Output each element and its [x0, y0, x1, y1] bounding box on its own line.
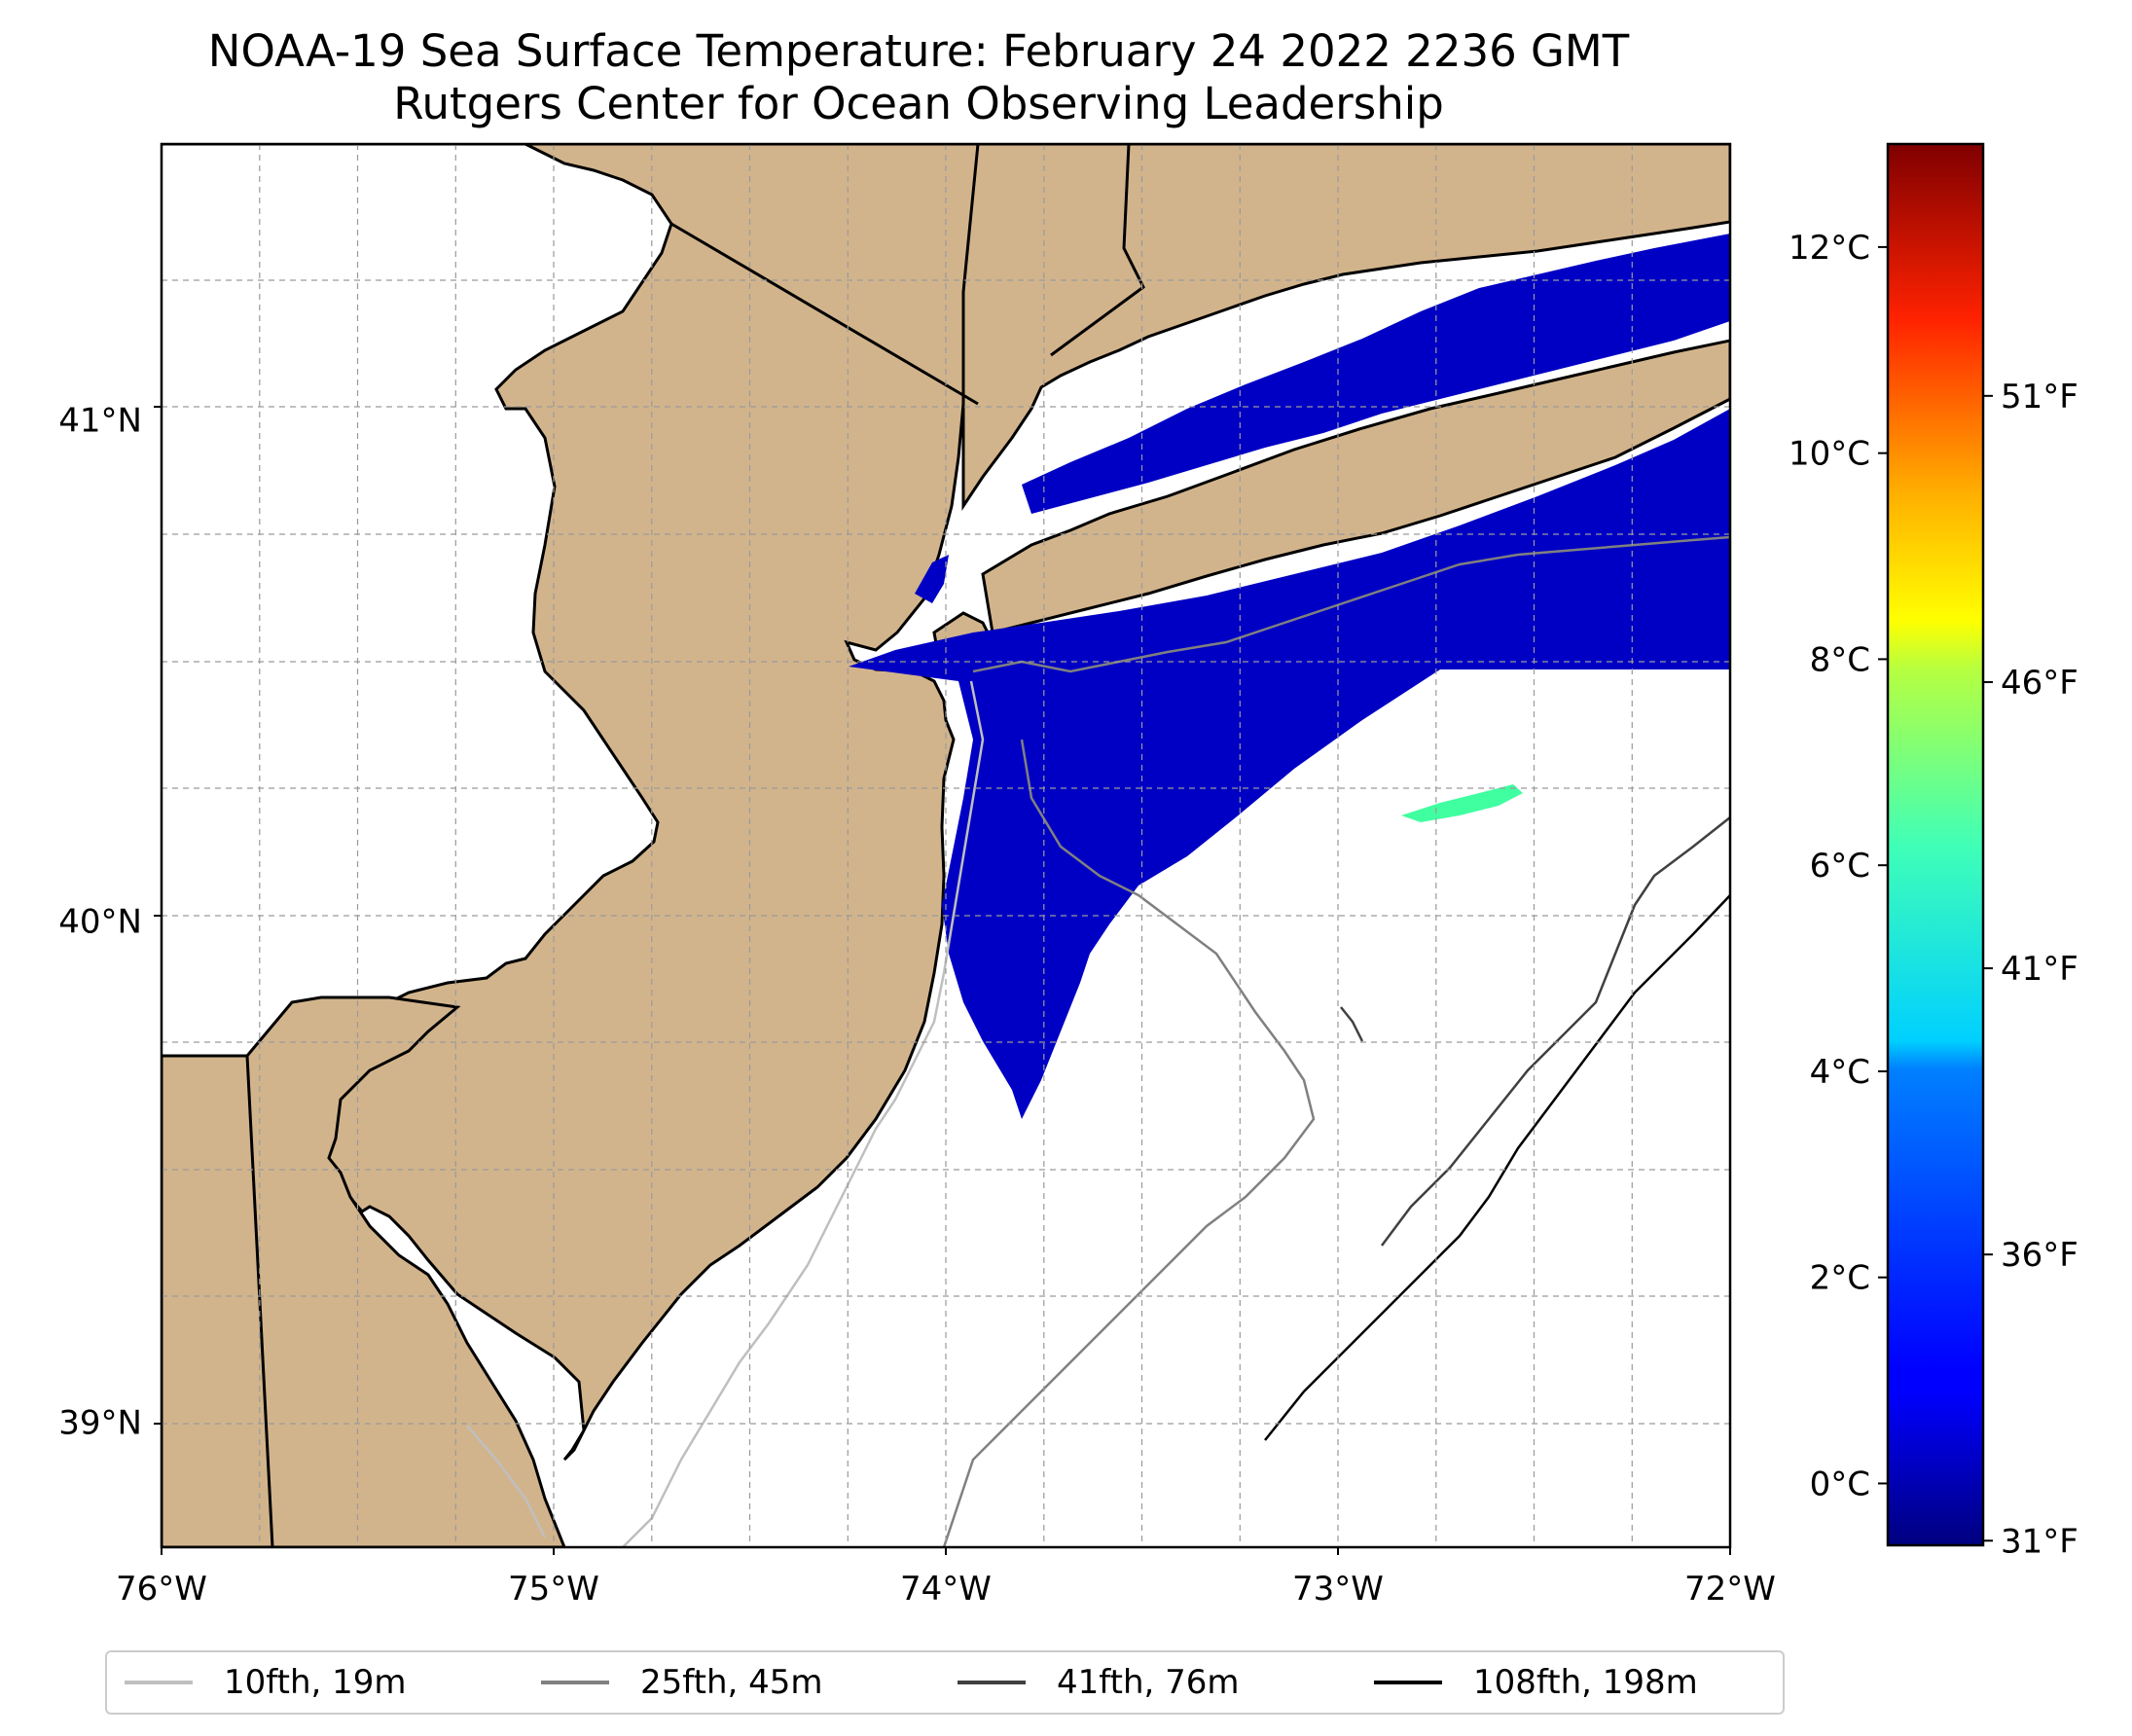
colorbar-fahrenheit-tick-label: 46°F	[2001, 664, 2078, 703]
title-line-2: Rutgers Center for Ocean Observing Leade…	[393, 78, 1444, 129]
legend-swatch	[1374, 1681, 1442, 1684]
legend-swatch	[541, 1681, 609, 1684]
legend-label: 108fth, 198m	[1473, 1663, 1698, 1702]
lat-tick-label: 40°N	[58, 902, 142, 941]
colorbar-fahrenheit-tick-label: 31°F	[2001, 1522, 2078, 1561]
contour-10fth-b	[466, 1425, 547, 1538]
land-long-island	[981, 339, 1730, 634]
legend-item-108fth: 108fth, 198m	[1374, 1652, 1698, 1713]
colorbar-celsius-tick-label: 0°C	[1810, 1465, 1870, 1503]
chart-title: NOAA-19 Sea Surface Temperature: Februar…	[0, 25, 1837, 130]
colorbar-celsius-tick-label: 4°C	[1810, 1053, 1870, 1092]
lon-tick-label: 72°W	[1684, 1570, 1776, 1609]
colorbar-gradient	[1886, 142, 1985, 1547]
legend-item-41fth: 41fth, 76m	[958, 1652, 1240, 1713]
title-line-1: NOAA-19 Sea Surface Temperature: Februar…	[207, 25, 1630, 77]
colorbar-celsius-tick-label: 10°C	[1789, 435, 1870, 474]
legend-label: 41fth, 76m	[1057, 1663, 1240, 1702]
contour-25fth-shelf	[972, 535, 1730, 673]
sst-fill-long-island-sound	[1022, 234, 1730, 514]
legend-item-10fth: 10fth, 19m	[125, 1652, 407, 1713]
lon-tick-label: 76°W	[116, 1570, 207, 1609]
lon-tick-label: 74°W	[900, 1570, 992, 1609]
boundary-ny-ct	[1050, 144, 1145, 357]
bathymetry-contours	[466, 535, 1730, 1547]
sst-data	[849, 234, 1730, 1119]
contour-25fth	[942, 739, 1316, 1547]
boundary-ny-pa	[670, 222, 979, 406]
lon-tick-label: 73°W	[1292, 1570, 1384, 1609]
land-new-york-connecticut	[961, 144, 1730, 511]
colorbar-celsius-tick-label: 6°C	[1810, 847, 1870, 886]
contour-10fth	[622, 680, 985, 1547]
map-panel	[162, 144, 1730, 1547]
lon-tick-label: 75°W	[508, 1570, 599, 1609]
colorbar: 0°C 2°C 4°C 6°C 8°C 10°C 12°C 31°F 36°F 41°F 46°F…	[1789, 142, 2078, 1561]
legend-label: 25fth, 45m	[640, 1663, 823, 1702]
colorbar-celsius-ticks: 0°C 2°C 4°C 6°C 8°C 10°C 12°C	[1789, 229, 1888, 1503]
gridlines	[162, 144, 1730, 1547]
lat-tick-label: 41°N	[58, 401, 142, 440]
minor-ticks	[154, 406, 1731, 1555]
legend-swatch	[125, 1681, 193, 1684]
sst-fill-hudson-sliver	[915, 555, 949, 603]
colorbar-celsius-tick-label: 8°C	[1810, 640, 1870, 679]
x-axis-labels: 76°W 75°W 74°W 73°W 72°W	[116, 1570, 1776, 1609]
lat-tick-label: 39°N	[58, 1403, 142, 1442]
legend-item-25fth: 25fth, 45m	[541, 1652, 823, 1713]
contour-legend: 10fth, 19m 25fth, 45m 41fth, 76m 108fth,…	[105, 1650, 1785, 1715]
colorbar-fahrenheit-ticks: 31°F 36°F 41°F 46°F 51°F	[1983, 378, 2078, 1561]
land-masses	[162, 144, 1730, 1547]
sst-fill-shelf	[849, 409, 1730, 1119]
land-delaware-maryland	[162, 995, 566, 1547]
contour-108fth	[1264, 894, 1730, 1441]
sst-warm-patch	[1401, 784, 1523, 822]
y-axis-labels: 41°N 40°N 39°N	[58, 401, 142, 1442]
colorbar-fahrenheit-tick-label: 36°F	[2001, 1236, 2078, 1275]
colorbar-celsius-tick-label: 12°C	[1789, 229, 1870, 268]
legend-swatch	[958, 1681, 1026, 1684]
colorbar-celsius-tick-label: 2°C	[1810, 1259, 1870, 1298]
colorbar-fahrenheit-tick-label: 51°F	[2001, 378, 2078, 416]
colorbar-fahrenheit-tick-label: 41°F	[2001, 950, 2078, 989]
legend-label: 10fth, 19m	[224, 1663, 407, 1702]
contour-41fth	[1340, 816, 1730, 1247]
